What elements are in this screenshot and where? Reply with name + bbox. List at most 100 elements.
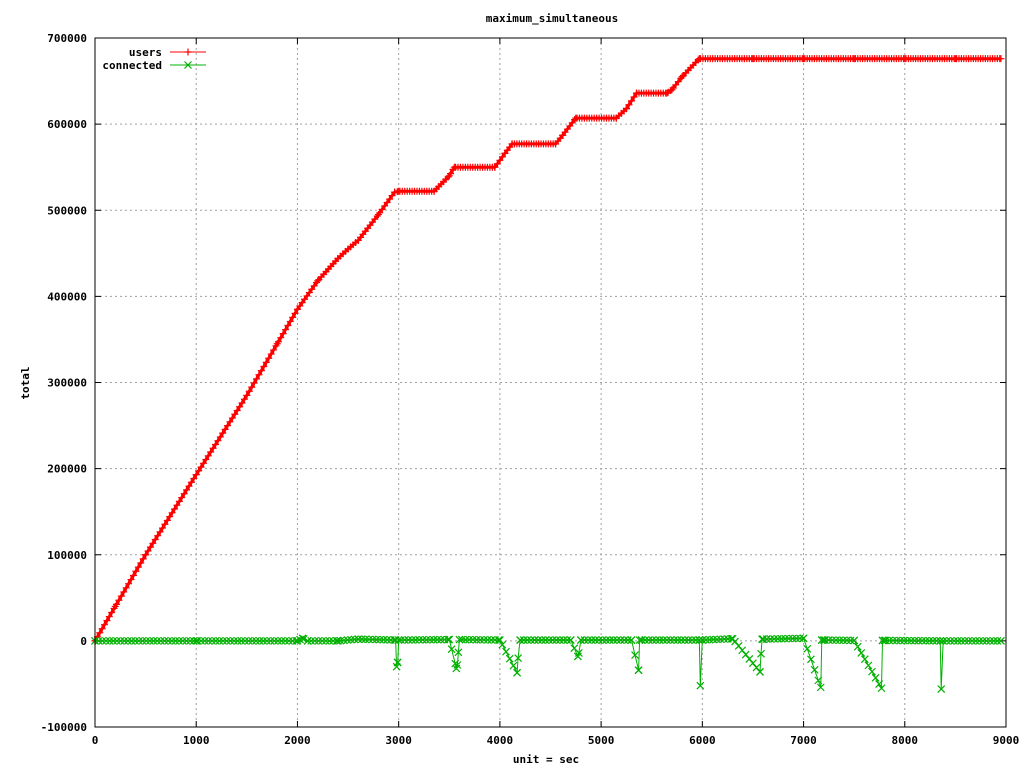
data-point bbox=[756, 667, 764, 676]
data-point bbox=[127, 636, 136, 645]
data-point bbox=[574, 649, 583, 657]
data-point bbox=[284, 636, 293, 645]
data-point bbox=[975, 636, 984, 645]
data-point bbox=[149, 636, 158, 645]
data-point bbox=[566, 636, 575, 644]
data-point bbox=[445, 172, 453, 180]
data-point bbox=[391, 188, 399, 196]
data-point bbox=[925, 636, 934, 645]
data-point bbox=[211, 636, 220, 645]
data-point bbox=[781, 634, 790, 643]
data-point bbox=[395, 187, 403, 195]
data-point bbox=[799, 634, 808, 643]
data-point bbox=[828, 636, 837, 645]
data-point bbox=[216, 433, 224, 441]
data-point bbox=[365, 635, 373, 644]
x-tick-label: 3000 bbox=[385, 734, 412, 747]
data-point bbox=[164, 636, 173, 645]
data-point bbox=[625, 101, 633, 109]
data-point bbox=[161, 520, 169, 528]
data-point bbox=[291, 309, 299, 317]
data-point bbox=[228, 414, 236, 422]
data-point bbox=[111, 602, 119, 610]
data-point bbox=[591, 636, 600, 644]
data-point bbox=[202, 456, 210, 464]
data-point bbox=[134, 563, 142, 571]
data-point bbox=[132, 567, 140, 575]
data-point bbox=[937, 685, 946, 694]
data-point bbox=[182, 636, 191, 645]
data-point bbox=[810, 665, 819, 674]
data-point bbox=[792, 634, 801, 643]
data-point bbox=[677, 636, 686, 644]
data-point bbox=[777, 634, 786, 643]
series-users bbox=[91, 55, 1005, 645]
data-point bbox=[609, 636, 618, 644]
data-point bbox=[576, 636, 585, 644]
data-point bbox=[244, 636, 253, 645]
data-point bbox=[120, 588, 128, 596]
data-point bbox=[892, 636, 901, 645]
data-point bbox=[552, 140, 560, 148]
data-point bbox=[142, 551, 150, 559]
data-point bbox=[541, 636, 550, 644]
data-point bbox=[180, 490, 188, 498]
data-point bbox=[325, 636, 334, 645]
data-point bbox=[433, 635, 442, 644]
chart-title: maximum_simultaneous bbox=[486, 12, 618, 25]
data-point bbox=[641, 636, 650, 644]
data-point bbox=[197, 463, 205, 471]
data-point bbox=[572, 114, 580, 122]
data-point bbox=[105, 613, 113, 621]
data-point bbox=[595, 636, 603, 644]
data-point bbox=[662, 636, 671, 644]
data-point bbox=[620, 636, 629, 644]
data-point bbox=[248, 636, 257, 645]
data-point bbox=[563, 636, 572, 644]
data-point bbox=[245, 387, 253, 395]
data-point bbox=[964, 636, 973, 645]
data-point bbox=[455, 635, 464, 644]
data-point bbox=[199, 459, 207, 467]
data-point bbox=[394, 636, 403, 644]
data-point bbox=[120, 636, 129, 645]
data-point bbox=[978, 636, 987, 645]
data-point bbox=[270, 636, 279, 645]
data-point bbox=[429, 635, 438, 644]
x-tick-label: 1000 bbox=[183, 734, 210, 747]
data-point bbox=[270, 346, 278, 354]
data-point bbox=[149, 539, 157, 547]
data-point bbox=[303, 636, 312, 645]
axis-ticks: 0 1000 2000 3000 4000 5000 6000 7000 8000 9000 -10… bbox=[41, 32, 1020, 747]
data-point bbox=[450, 163, 458, 171]
data-point bbox=[652, 636, 660, 644]
data-point bbox=[125, 580, 133, 588]
data-point bbox=[282, 326, 290, 334]
data-point bbox=[422, 635, 431, 644]
data-point bbox=[137, 559, 145, 567]
x-tick-label: 8000 bbox=[892, 734, 919, 747]
data-point bbox=[321, 636, 330, 645]
data-point bbox=[116, 636, 125, 645]
data-point bbox=[314, 277, 322, 285]
data-point bbox=[537, 636, 546, 644]
y-tick-label: -100000 bbox=[41, 721, 87, 734]
data-point bbox=[185, 482, 193, 490]
data-point bbox=[468, 635, 477, 644]
data-point bbox=[454, 648, 463, 657]
data-point bbox=[910, 636, 919, 645]
data-point bbox=[803, 644, 812, 653]
data-point bbox=[277, 636, 286, 645]
data-point bbox=[720, 635, 729, 644]
data-point bbox=[318, 636, 327, 645]
data-point bbox=[453, 661, 462, 669]
data-point bbox=[505, 654, 514, 663]
data-point bbox=[241, 636, 249, 645]
data-point bbox=[109, 636, 118, 645]
data-point bbox=[513, 668, 522, 677]
data-point bbox=[253, 375, 261, 383]
data-point bbox=[279, 330, 287, 338]
data-point bbox=[298, 634, 307, 643]
data-point bbox=[240, 395, 248, 403]
data-point bbox=[627, 636, 636, 644]
